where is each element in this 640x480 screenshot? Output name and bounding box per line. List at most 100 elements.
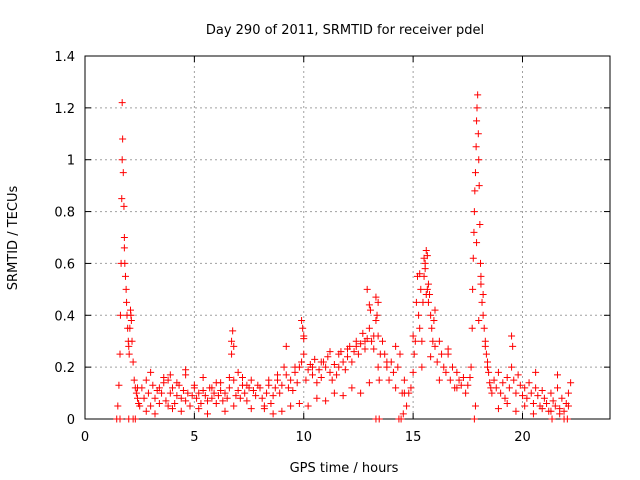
data-point: [252, 392, 260, 400]
data-point: [217, 379, 225, 387]
data-point: [335, 363, 343, 371]
data-point: [564, 402, 572, 410]
data-point: [142, 376, 150, 384]
data-point: [444, 345, 452, 353]
data-point: [263, 389, 271, 397]
data-point: [120, 234, 128, 241]
data-point: [396, 350, 404, 358]
data-point: [120, 202, 128, 210]
data-point: [372, 316, 380, 324]
data-point: [359, 329, 367, 337]
data-point: [368, 337, 376, 345]
data-point: [298, 358, 306, 366]
y-tick-label: 1: [67, 154, 75, 169]
data-point: [232, 392, 240, 400]
data-point: [381, 350, 389, 358]
data-point: [462, 389, 470, 397]
data-point: [204, 410, 211, 418]
data-point: [534, 392, 542, 400]
data-point: [225, 374, 233, 382]
data-point: [389, 368, 397, 376]
data-point: [424, 280, 432, 288]
data-point: [300, 332, 308, 340]
data-point: [409, 368, 417, 376]
data-point: [477, 259, 484, 267]
data-point: [223, 394, 231, 402]
data-point: [558, 394, 566, 402]
data-point: [470, 415, 478, 423]
data-point: [234, 368, 242, 376]
data-point: [469, 285, 477, 293]
data-point: [197, 399, 205, 407]
data-point: [482, 350, 490, 358]
data-point: [229, 327, 237, 335]
data-point: [315, 366, 323, 374]
data-point: [138, 384, 146, 392]
data-point: [494, 368, 502, 376]
data-point: [123, 298, 131, 306]
data-point: [234, 386, 242, 394]
data-point: [166, 389, 174, 397]
data-point: [341, 366, 349, 374]
data-point: [357, 340, 365, 348]
data-point: [554, 384, 561, 392]
data-point: [322, 397, 330, 405]
data-point: [365, 379, 373, 387]
data-point: [488, 389, 496, 397]
data-point: [361, 337, 369, 345]
data-point: [144, 389, 152, 397]
data-point: [195, 405, 203, 413]
data-point: [274, 371, 281, 379]
data-point: [361, 345, 369, 353]
data-point: [287, 402, 295, 410]
data-point: [417, 285, 425, 293]
y-tick-label: 0.6: [54, 257, 75, 272]
data-point: [317, 358, 325, 366]
data-point: [282, 371, 290, 379]
data-point: [512, 407, 520, 415]
data-point: [394, 363, 402, 371]
data-point: [564, 389, 572, 397]
data-point: [118, 156, 126, 164]
data-point: [339, 358, 347, 366]
data-point: [186, 402, 194, 410]
data-point: [182, 397, 190, 405]
data-point: [130, 376, 138, 384]
x-tick-label: 10: [295, 430, 312, 445]
data-point: [407, 384, 415, 392]
data-point: [543, 399, 551, 407]
data-point: [468, 324, 476, 332]
data-point: [333, 371, 341, 379]
data-point: [453, 384, 461, 392]
data-point: [479, 311, 487, 319]
data-point: [422, 291, 430, 299]
data-point: [473, 117, 481, 125]
data-point: [403, 402, 411, 410]
data-point: [423, 252, 431, 260]
data-point: [412, 298, 420, 306]
data-point: [147, 368, 155, 376]
data-point: [372, 293, 380, 301]
data-point: [140, 394, 148, 402]
data-point: [258, 394, 266, 402]
x-tick-label: 0: [81, 430, 89, 445]
data-point: [160, 374, 168, 382]
data-point: [155, 384, 163, 392]
data-point: [521, 402, 529, 410]
data-point: [540, 394, 548, 402]
data-point: [363, 285, 371, 293]
data-point: [455, 376, 463, 384]
data-point: [317, 374, 325, 382]
data-point: [204, 397, 211, 405]
data-point: [239, 374, 246, 382]
data-point: [563, 415, 571, 423]
data-point: [147, 402, 155, 410]
data-point: [120, 244, 128, 252]
grid-lines: [85, 56, 610, 419]
data-point: [184, 389, 192, 397]
data-point: [567, 379, 575, 387]
data-point: [372, 415, 380, 423]
data-point: [532, 368, 540, 376]
data-point: [201, 392, 209, 400]
